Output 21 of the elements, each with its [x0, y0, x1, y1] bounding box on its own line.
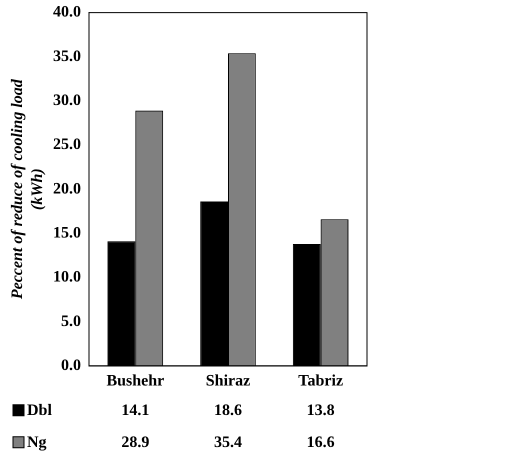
data-label: 28.9 — [121, 434, 150, 451]
y-axis-title: Peccent of reduce of cooling load (kWh) — [9, 78, 46, 300]
x-tick-label: Tabriz — [298, 372, 344, 390]
y-tick-label: 30.0 — [53, 92, 81, 110]
y-tick-label: 25.0 — [53, 136, 81, 154]
legend-label: Ng — [27, 434, 47, 451]
x-tick-label: Bushehr — [106, 372, 164, 390]
y-tick-label: 20.0 — [53, 180, 81, 198]
x-tick-label: Shiraz — [206, 372, 250, 390]
y-tick-label: 35.0 — [53, 48, 81, 65]
y-tick-label: 40.0 — [53, 4, 81, 21]
data-label: 18.6 — [214, 402, 242, 419]
y-tick-label: 15.0 — [53, 224, 81, 242]
data-label: 16.6 — [306, 434, 335, 451]
legend-label: Dbl — [27, 402, 52, 419]
y-tick-label: 5.0 — [61, 312, 81, 330]
data-label: 13.8 — [306, 402, 335, 419]
data-label: 35.4 — [214, 434, 242, 451]
data-label: 14.1 — [121, 402, 150, 419]
y-tick-label: 10.0 — [53, 268, 81, 286]
y-tick-label: 0.0 — [61, 356, 81, 374]
